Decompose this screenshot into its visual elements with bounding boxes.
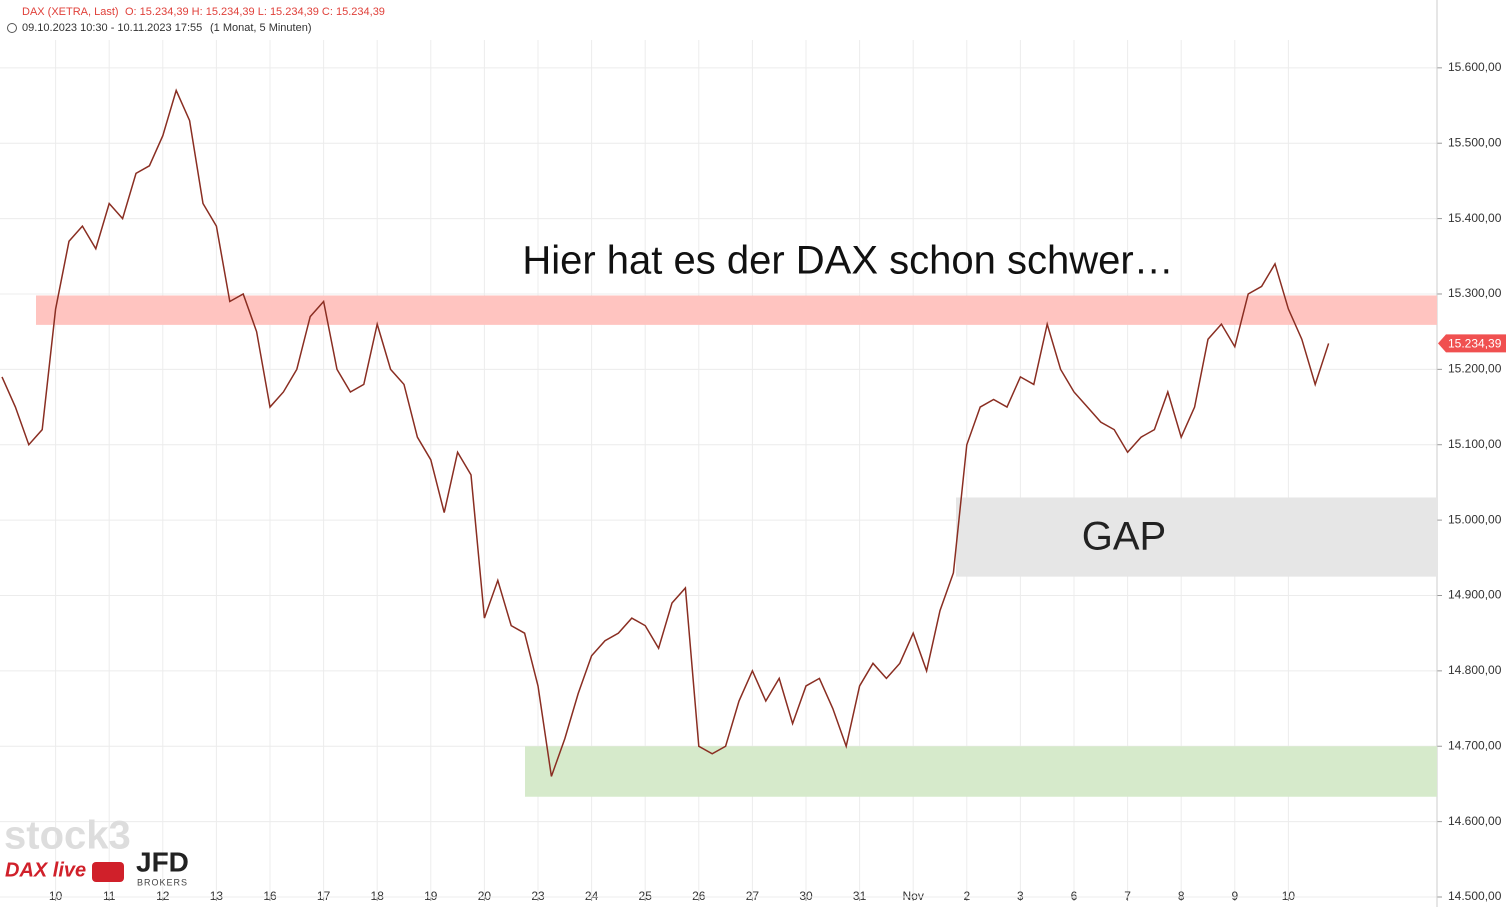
x-tick-label: 13 [210,889,224,903]
zone [525,746,1437,797]
x-tick-label: 19 [424,889,438,903]
broker: JFD [136,846,189,877]
x-tick-label: 2 [963,889,970,903]
price-line [1,88,1330,777]
x-tick-label: 27 [746,889,760,903]
y-tick-label: 15.100,00 [1448,437,1502,451]
y-tick-label: 15.600,00 [1448,60,1502,74]
y-tick-label: 15.000,00 [1448,512,1502,526]
y-tick-label: 14.700,00 [1448,738,1502,752]
show-name: DAX live [5,859,86,881]
x-tick-label: 16 [263,889,277,903]
period: (1 Monat, 5 Minuten) [210,22,312,34]
x-tick-label: 6 [1071,889,1078,903]
broker-sub: BROKERS [137,877,188,887]
instrument: DAX (XETRA, Last) [22,6,119,18]
x-tick-label: 24 [585,889,599,903]
date-range: 09.10.2023 10:30 - 10.11.2023 17:55 [22,22,202,34]
x-tick-label: 17 [317,889,331,903]
y-tick-label: 15.500,00 [1448,135,1502,149]
annotation: Hier hat es der DAX schon schwer… [522,239,1173,283]
y-tick-label: 14.800,00 [1448,663,1502,677]
zone [956,497,1437,577]
x-tick-label: 25 [639,889,653,903]
x-tick-label: 3 [1017,889,1024,903]
y-tick-label: 15.200,00 [1448,362,1502,376]
x-tick-label: 7 [1124,889,1131,903]
y-tick-label: 14.500,00 [1448,889,1502,903]
last-price-tag [1438,334,1506,353]
x-tick-label: 26 [692,889,706,903]
zone-label: GAP [1082,515,1166,559]
x-tick-label: 10 [1282,889,1296,903]
x-tick-label: 8 [1178,889,1185,903]
x-tick-label: 20 [478,889,492,903]
clock-icon [7,23,17,33]
x-tick-label: 31 [853,889,867,903]
y-tick-label: 15.400,00 [1448,211,1502,225]
x-tick-label: 23 [531,889,545,903]
y-tick-label: 14.900,00 [1448,588,1502,602]
logo: stock3 [4,814,131,858]
ohlc: O: 15.234,39 H: 15.234,39 L: 15.234,39 C… [125,6,385,18]
y-tick-label: 15.300,00 [1448,286,1502,300]
x-tick-label: 10 [49,889,63,903]
last-price-label: 15.234,39 [1448,337,1502,351]
x-tick-label: 30 [799,889,813,903]
x-tick-label: Nov [903,889,924,903]
zone [36,295,1437,325]
show-badge [92,862,124,882]
x-tick-label: 18 [371,889,385,903]
x-tick-label: 12 [156,889,170,903]
y-tick-label: 14.600,00 [1448,814,1502,828]
x-tick-label: 11 [103,889,116,903]
x-tick-label: 9 [1231,889,1238,903]
